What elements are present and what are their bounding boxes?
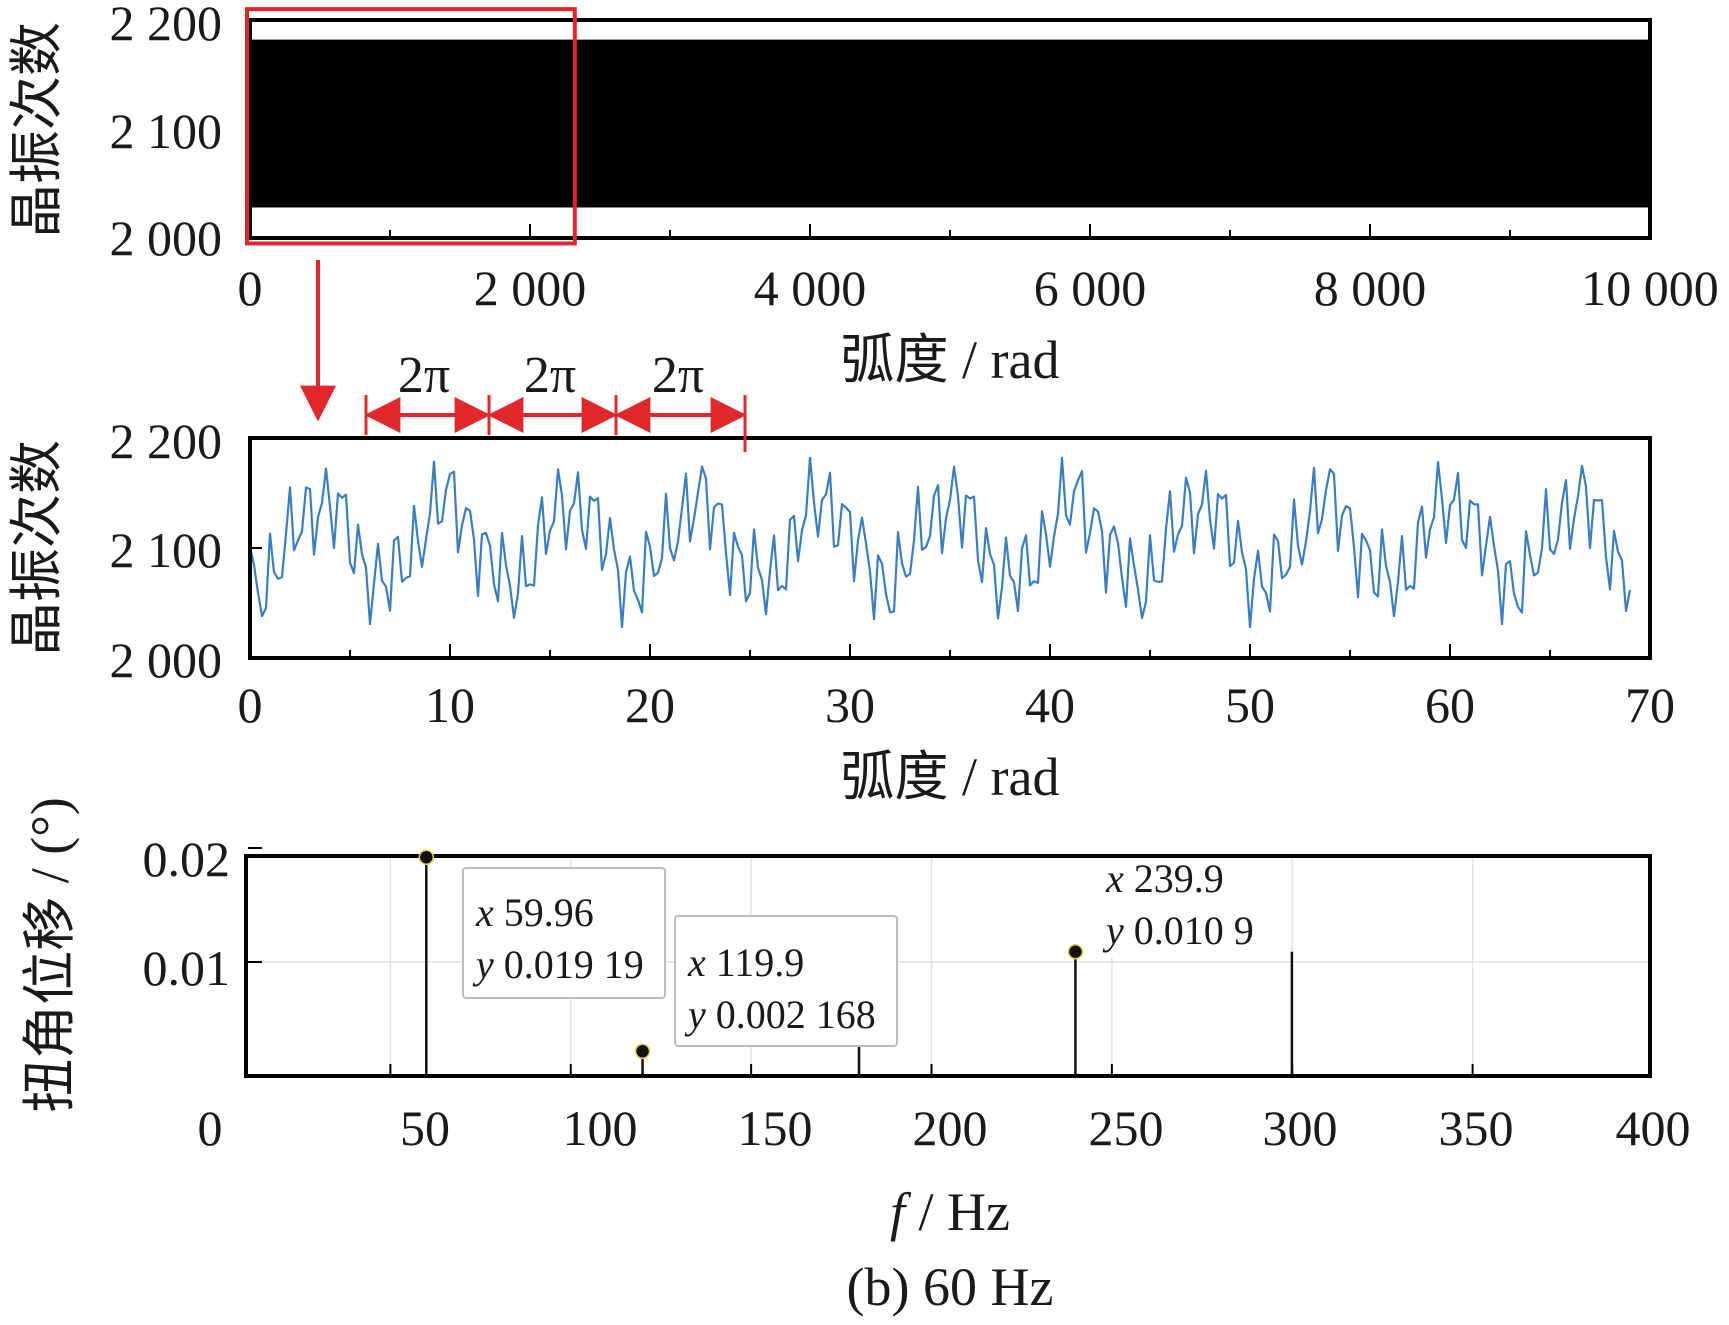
middle-xtick-label: 50: [1225, 677, 1275, 733]
middle-ytick-label: 2 100: [110, 522, 223, 578]
datatip-y: y 0.002 168: [684, 992, 876, 1037]
datatip-box: [674, 915, 898, 1047]
top-chart: 2 000 2 100 2 200 0 2 000 4 000 6 000 8 …: [7, 0, 1719, 390]
bottom-ytick-label: 0.01: [143, 940, 231, 996]
middle-xtick-label: 70: [1625, 677, 1675, 733]
bottom-xtick-label: 150: [738, 1100, 813, 1156]
bottom-y-axis-title: 扭角位移 / (°): [20, 797, 80, 1113]
datatip-y: y 0.010 9: [1102, 908, 1254, 953]
bottom-plot-frame: [244, 854, 1652, 1078]
period-span-annotations: 2π 2π 2π: [364, 347, 747, 452]
top-ytick-label: 2 200: [110, 0, 223, 51]
middle-xtick-label: 30: [825, 677, 875, 733]
bottom-xtick-label: 300: [1263, 1100, 1338, 1156]
top-xtick-label: 2 000: [474, 260, 587, 316]
datatip-marker: [418, 849, 435, 865]
span-label: 2π: [652, 347, 704, 404]
bottom-chart: x 59.96 y 0.019 19 x 119.9 y 0.002 168 x…: [20, 797, 1691, 1242]
middle-ytick-label: 2 200: [110, 413, 223, 469]
datatip-x: x 239.9: [1105, 856, 1224, 901]
datatip-2: x 119.9 y 0.002 168: [674, 915, 898, 1047]
middle-xtick-label: 20: [625, 677, 675, 733]
span-label: 2π: [398, 347, 450, 404]
datatip-box: [1094, 858, 1286, 958]
top-ytick-label: 2 000: [110, 210, 223, 266]
middle-chart: 2 000 2 100 2 200 0 10 20 30 40 50 60 70…: [7, 413, 1675, 807]
middle-plot-frame: [248, 436, 1652, 660]
top-series-band: [250, 39, 1650, 208]
bottom-datatip-markers: [418, 849, 1084, 1060]
datatip-marker: [634, 1043, 651, 1060]
top-x-axis-title: 弧度 / rad: [841, 330, 1060, 390]
top-y-axis-title: 晶振次数: [7, 22, 67, 238]
middle-xtick-label: 0: [238, 677, 263, 733]
bottom-xtick-label: 400: [1616, 1100, 1691, 1156]
bottom-xtick-label: 50: [400, 1100, 450, 1156]
datatip-x: x 119.9: [687, 940, 804, 985]
datatip-x: x 59.96: [475, 890, 594, 935]
top-xtick-label: 6 000: [1034, 260, 1147, 316]
datatip-marker: [1067, 943, 1084, 960]
top-xtick-label: 4 000: [754, 260, 867, 316]
zoom-region-box: [245, 7, 577, 246]
middle-ytick-label: 2 000: [110, 632, 223, 688]
datatip-box: [462, 867, 666, 999]
top-plot-frame: [248, 18, 1652, 240]
bottom-xtick-label: 250: [1089, 1100, 1164, 1156]
bottom-xtick-label: 0: [198, 1100, 223, 1156]
middle-xtick-label: 40: [1025, 677, 1075, 733]
middle-xtick-label: 10: [425, 677, 475, 733]
middle-series-line: [250, 456, 1632, 629]
bottom-grid: [250, 856, 1650, 1076]
top-ytick-label: 2 100: [110, 103, 223, 159]
top-xtick-label: 10 000: [1581, 260, 1719, 316]
top-xtick-label: 8 000: [1314, 260, 1427, 316]
span-label: 2π: [524, 347, 576, 404]
datatip-y: y 0.019 19: [472, 942, 644, 987]
top-xtick-label: 0: [238, 260, 263, 316]
figure-caption: (b) 60 Hz: [847, 1257, 1054, 1317]
middle-x-axis-title: 弧度 / rad: [841, 747, 1060, 807]
datatip-1: x 59.96 y 0.019 19: [462, 867, 666, 999]
bottom-xtick-label: 100: [563, 1100, 638, 1156]
bottom-ytick-label: 0.02: [143, 831, 231, 887]
datatip-3: x 239.9 y 0.010 9: [1094, 856, 1286, 958]
bottom-xtick-label: 350: [1439, 1100, 1514, 1156]
middle-y-axis-title: 晶振次数: [7, 440, 67, 656]
bottom-x-axis-title: f / Hz: [890, 1182, 1010, 1242]
middle-xtick-label: 60: [1425, 677, 1475, 733]
bottom-stems: [425, 857, 1294, 1076]
bottom-xtick-label: 200: [913, 1100, 988, 1156]
